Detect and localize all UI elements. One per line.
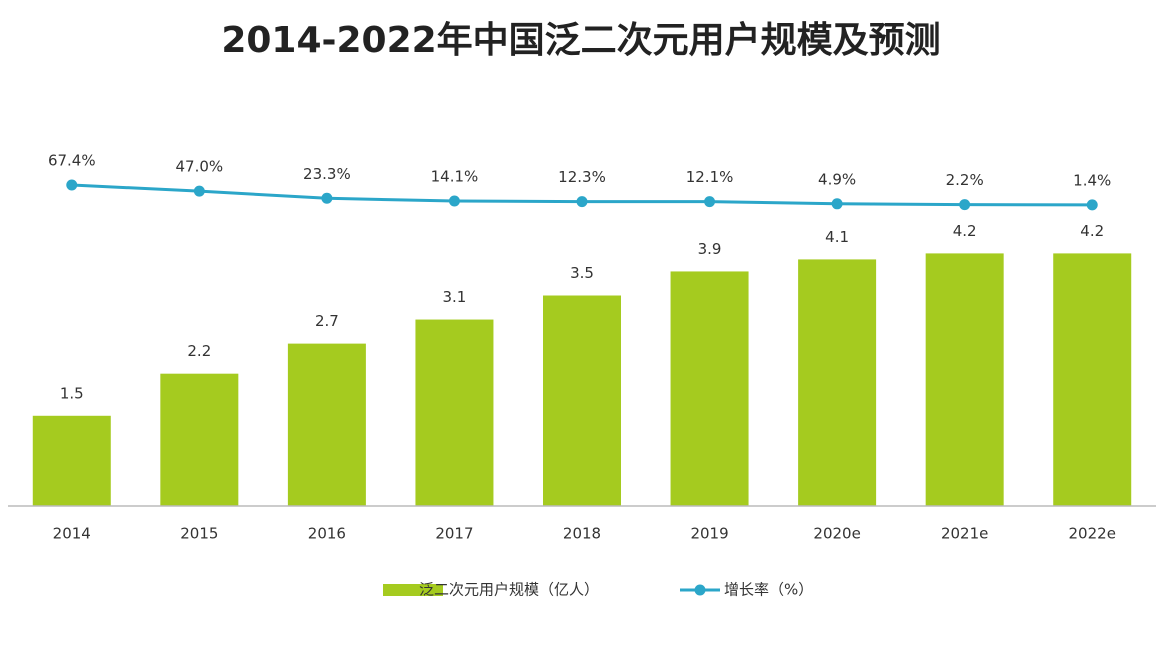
legend-label: 泛二次元用户规模（亿人） xyxy=(419,581,599,599)
bar-value-label: 2.7 xyxy=(315,312,339,330)
line-point xyxy=(66,179,78,191)
bar xyxy=(670,271,749,506)
bar-value-label: 2.2 xyxy=(187,342,211,360)
line-point xyxy=(704,196,716,208)
legend-label: 增长率（%） xyxy=(724,581,813,599)
line-point xyxy=(959,199,971,211)
line-value-label: 4.9% xyxy=(818,170,856,188)
line-point xyxy=(576,196,588,208)
line-point xyxy=(1086,199,1098,211)
chart-title: 2014-2022年中国泛二次元用户规模及预测 xyxy=(221,20,940,61)
bar-value-label: 1.5 xyxy=(60,384,84,402)
line-value-label: 2.2% xyxy=(946,171,984,189)
bar xyxy=(1053,253,1132,506)
line-value-label: 67.4% xyxy=(48,152,96,170)
line-value-label: 12.3% xyxy=(558,168,606,186)
x-tick-label: 2019 xyxy=(690,525,728,543)
x-tick-label: 2017 xyxy=(435,525,473,543)
bar-value-label: 3.1 xyxy=(443,288,467,306)
bar xyxy=(798,259,877,506)
x-tick-label: 2022e xyxy=(1069,525,1116,543)
bar xyxy=(160,373,239,506)
bar xyxy=(287,343,366,506)
line-value-label: 47.0% xyxy=(176,158,224,176)
bar-value-label: 3.9 xyxy=(698,240,722,258)
legend-swatch xyxy=(694,584,706,596)
x-tick-label: 2016 xyxy=(308,525,346,543)
bar xyxy=(32,415,111,506)
line-value-label: 12.1% xyxy=(686,168,734,186)
x-tick-label: 2020e xyxy=(813,525,860,543)
bar xyxy=(543,295,621,506)
bar-value-label: 4.2 xyxy=(953,222,977,240)
bar-value-label: 4.2 xyxy=(1080,222,1104,240)
x-tick-label: 2018 xyxy=(563,525,601,543)
line-point xyxy=(831,198,843,210)
x-tick-label: 2021e xyxy=(941,525,988,543)
line-point xyxy=(321,192,333,204)
line-value-label: 23.3% xyxy=(303,165,351,183)
line-value-label: 14.1% xyxy=(431,168,479,186)
bar xyxy=(925,253,1004,506)
legend-swatch xyxy=(383,584,443,596)
x-tick-label: 2014 xyxy=(53,525,91,543)
bar-value-label: 3.5 xyxy=(570,264,594,282)
line-value-label: 1.4% xyxy=(1073,171,1111,189)
x-tick-label: 2015 xyxy=(180,525,218,543)
line-point xyxy=(193,185,205,197)
bar-value-label: 4.1 xyxy=(825,228,849,246)
bar xyxy=(415,319,494,506)
line-point xyxy=(448,195,460,207)
